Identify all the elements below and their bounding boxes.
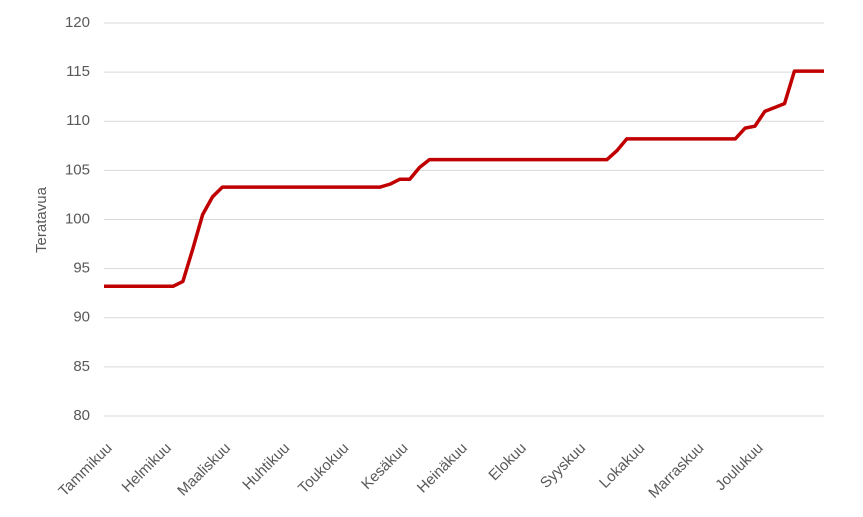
y-tick-label: 105 — [65, 161, 90, 178]
x-tick-label: Lokakuu — [596, 440, 648, 492]
data-line — [104, 69, 824, 289]
x-tick-label: Marraskuu — [645, 440, 707, 502]
y-axis-label: Teratavua — [33, 186, 50, 253]
x-tick-label: Heinäkuu — [414, 440, 471, 497]
y-tick-label: 115 — [66, 63, 90, 80]
x-tick-label: Syyskuu — [537, 440, 589, 492]
x-tick-label: Joulukuu — [712, 440, 766, 494]
y-tick-label: 120 — [65, 14, 90, 31]
x-tick-label: Kesäkuu — [358, 440, 411, 493]
x-tick-label: Tammikuu — [55, 440, 115, 500]
y-tick-label: 90 — [73, 309, 90, 326]
y-tick-label: 80 — [73, 407, 90, 424]
y-tick-label: 95 — [73, 260, 90, 277]
x-tick-label: Helmikuu — [119, 440, 175, 496]
y-tick-label: 85 — [73, 358, 90, 375]
x-tick-label: Maaliskuu — [174, 440, 234, 500]
y-tick-label: 110 — [66, 112, 90, 129]
y-tick-label: 100 — [65, 210, 90, 227]
x-tick-label: Elokuu — [485, 440, 529, 484]
x-tick-label: Huhtikuu — [239, 440, 293, 494]
x-tick-label: Toukokuu — [295, 440, 352, 497]
